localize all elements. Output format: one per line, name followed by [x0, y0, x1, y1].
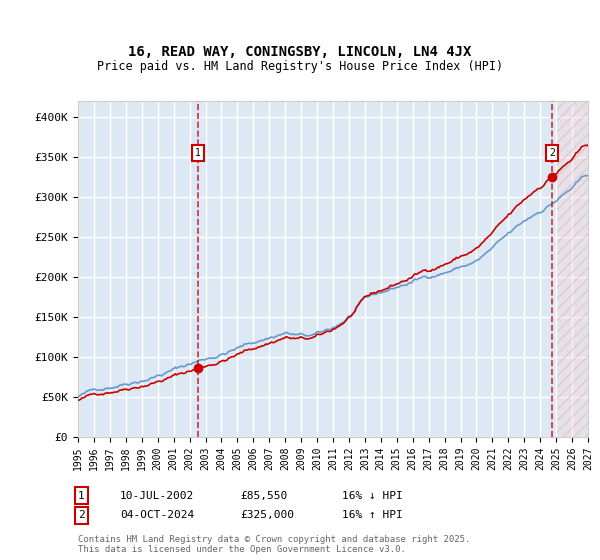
Text: 16, READ WAY, CONINGSBY, LINCOLN, LN4 4JX: 16, READ WAY, CONINGSBY, LINCOLN, LN4 4J… — [128, 45, 472, 59]
Text: £325,000: £325,000 — [240, 510, 294, 520]
Text: £85,550: £85,550 — [240, 491, 287, 501]
Text: 10-JUL-2002: 10-JUL-2002 — [120, 491, 194, 501]
Text: 1: 1 — [78, 491, 85, 501]
Text: 16% ↓ HPI: 16% ↓ HPI — [342, 491, 403, 501]
Text: 2: 2 — [549, 148, 555, 158]
Text: Contains HM Land Registry data © Crown copyright and database right 2025.
This d: Contains HM Land Registry data © Crown c… — [78, 535, 470, 554]
Text: 1: 1 — [195, 148, 201, 158]
Text: 16% ↑ HPI: 16% ↑ HPI — [342, 510, 403, 520]
Text: 04-OCT-2024: 04-OCT-2024 — [120, 510, 194, 520]
Text: 2: 2 — [78, 510, 85, 520]
Text: Price paid vs. HM Land Registry's House Price Index (HPI): Price paid vs. HM Land Registry's House … — [97, 60, 503, 73]
